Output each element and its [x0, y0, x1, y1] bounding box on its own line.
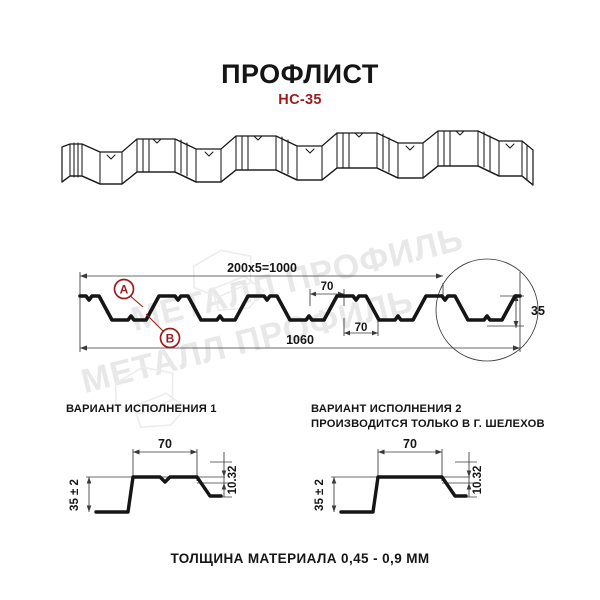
watermark-logo-mark — [114, 249, 265, 429]
footer-material-thickness: ТОЛЩИНА МАТЕРИАЛА 0,45 - 0,9 ММ — [170, 551, 429, 566]
cs-dim-top-flat-label: 70 — [321, 281, 334, 293]
variant-1-dim-thick-label: 10.32 — [227, 466, 239, 495]
variant-2-profile-polyline — [339, 475, 468, 514]
callout-b: B — [145, 313, 181, 349]
iso-stiffener-ribs — [106, 130, 515, 160]
isometric-profile-view — [61, 130, 534, 186]
variant-2-block: ВАРИАНТ ИСПОЛНЕНИЯ 2 ПРОИЗВОДИТСЯ ТОЛЬКО… — [311, 403, 545, 514]
variant-1-dim-width-label: 70 — [158, 437, 172, 451]
variant-2-dim-thick-label: 10.32 — [472, 466, 484, 495]
variant-1-dim-height-label: 35 ± 2 — [69, 479, 81, 511]
cs-dim-bottom-label: 1060 — [286, 333, 314, 347]
variant-1-block: ВАРИАНТ ИСПОЛНЕНИЯ 1 70 10.32 — [66, 403, 239, 514]
callout-a-label: A — [120, 283, 129, 297]
variant-2-dim-width: 70 — [378, 437, 442, 455]
page-subtitle: НС-35 — [278, 92, 321, 108]
cs-dim-bottom-flat-label: 70 — [355, 322, 368, 334]
variant-1-dim-height: 35 ± 2 — [69, 477, 92, 512]
cs-dimension-top: 200x5=1000 — [80, 261, 443, 279]
cs-dimension-bottom: 1060 — [80, 333, 520, 351]
iso-fold-lines — [69, 130, 528, 185]
header-block: ПРОФЛИСТ НС-35 — [221, 59, 379, 108]
cs-dim-height-label: 35 — [531, 304, 545, 318]
callout-a-circle — [113, 278, 135, 300]
variant-1-dim-thick: 10.32 — [221, 452, 239, 497]
cs-profile-polyline — [78, 294, 522, 322]
variant-1-title: ВАРИАНТ ИСПОЛНЕНИЯ 1 — [66, 403, 217, 415]
cs-dimension-bottom-flat: 70 — [343, 318, 379, 336]
variant-2-title: ВАРИАНТ ИСПОЛНЕНИЯ 2 — [311, 403, 462, 415]
page-title: ПРОФЛИСТ — [221, 59, 379, 89]
iso-bottom-edge — [61, 165, 534, 186]
variant-1-dim-width: 70 — [133, 437, 197, 455]
callout-b-label: B — [166, 332, 175, 346]
variant-1-profile-polyline — [94, 475, 223, 514]
variant-2-dim-thick: 10.32 — [466, 452, 484, 497]
variant-2-dim-height: 35 ± 2 — [314, 477, 337, 512]
cross-section-view: 200x5=1000 1060 70 70 — [78, 258, 545, 362]
callout-a: A — [113, 278, 144, 308]
callout-b-circle — [159, 327, 181, 349]
cs-detail-circle — [435, 258, 539, 362]
variant-2-dim-width-label: 70 — [403, 437, 417, 451]
variant-2-note: ПРОИЗВОДИТСЯ ТОЛЬКО В Г. ШЕЛЕХОВ — [311, 418, 545, 430]
cs-dim-top-label: 200x5=1000 — [227, 261, 297, 275]
variant-2-dim-height-label: 35 ± 2 — [314, 479, 326, 511]
